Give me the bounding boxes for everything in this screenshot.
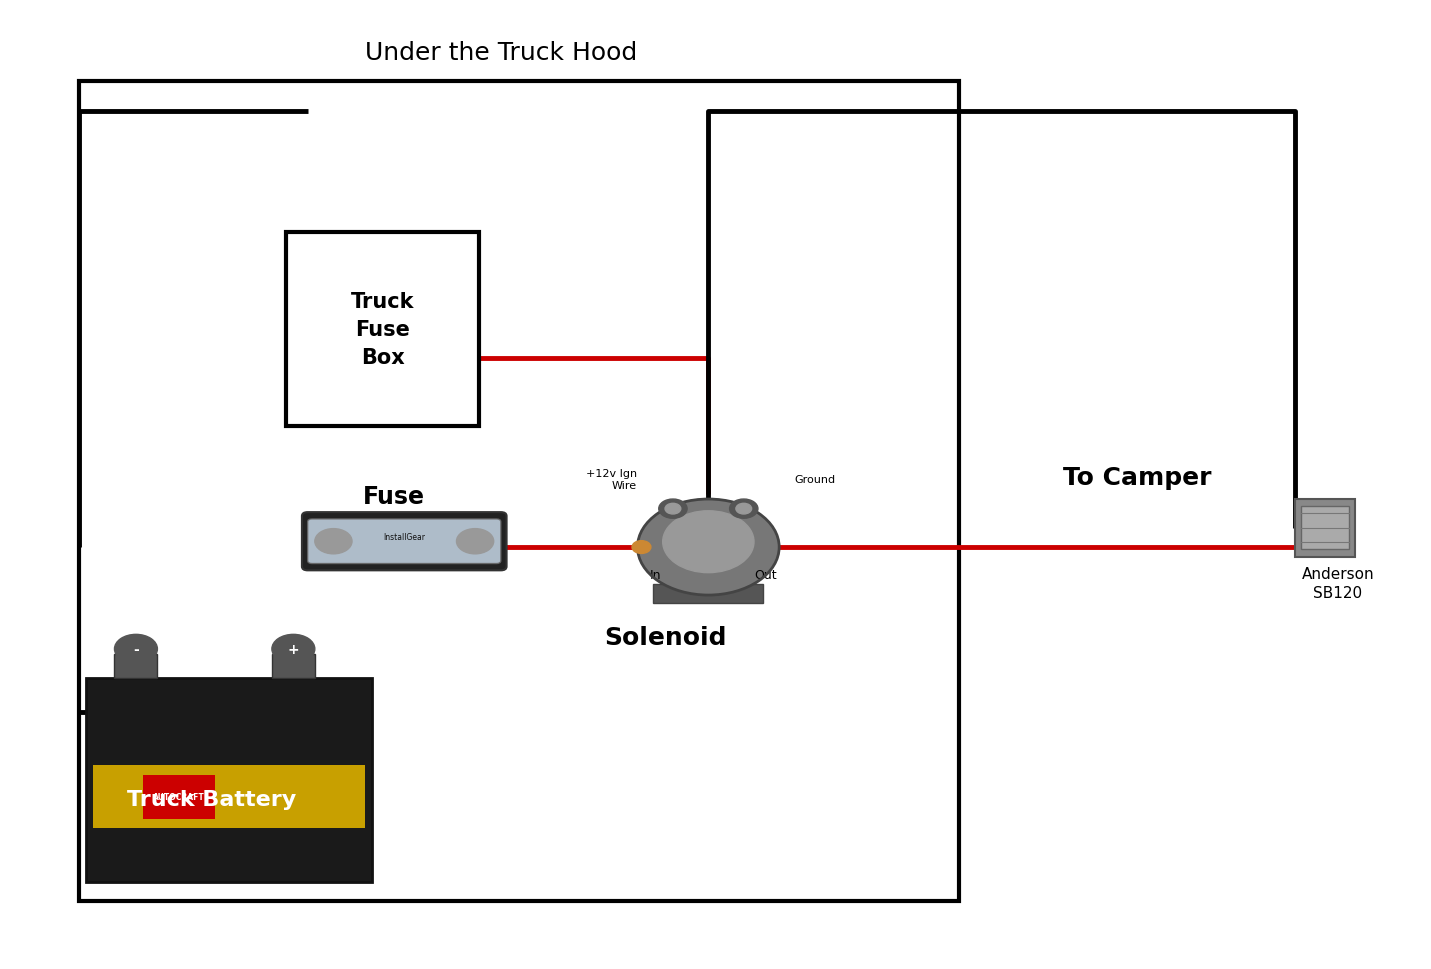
- Circle shape: [637, 500, 778, 595]
- Circle shape: [658, 500, 687, 518]
- Bar: [653, 585, 764, 604]
- Text: Under the Truck Hood: Under the Truck Hood: [365, 42, 637, 65]
- Bar: [272, 654, 315, 678]
- Bar: [93, 766, 365, 828]
- Circle shape: [633, 541, 651, 554]
- Circle shape: [736, 504, 751, 515]
- Text: +12v Ign
Wire: +12v Ign Wire: [585, 468, 637, 491]
- Circle shape: [665, 504, 681, 515]
- FancyBboxPatch shape: [308, 519, 501, 564]
- FancyBboxPatch shape: [302, 513, 507, 571]
- Bar: [286, 233, 479, 426]
- Text: InstallGear: InstallGear: [384, 532, 425, 542]
- Text: +: +: [288, 642, 299, 656]
- Circle shape: [315, 529, 352, 554]
- Text: Truck
Fuse
Box: Truck Fuse Box: [351, 292, 415, 367]
- Bar: [1295, 499, 1355, 557]
- Text: Ground: Ground: [794, 475, 836, 484]
- Circle shape: [114, 635, 157, 664]
- Bar: [1301, 507, 1349, 549]
- Bar: [79, 82, 959, 901]
- Text: In: In: [650, 569, 661, 581]
- Text: Truck Battery: Truck Battery: [127, 790, 296, 809]
- Circle shape: [663, 512, 754, 573]
- Text: -: -: [133, 642, 139, 656]
- Circle shape: [730, 500, 758, 518]
- Bar: [114, 654, 157, 678]
- Text: Solenoid: Solenoid: [604, 625, 727, 649]
- Circle shape: [456, 529, 494, 554]
- Text: AUTOCRAFT: AUTOCRAFT: [153, 792, 205, 801]
- Bar: [143, 775, 215, 819]
- Text: Anderson
SB120: Anderson SB120: [1302, 567, 1374, 601]
- Text: To Camper: To Camper: [1063, 465, 1212, 489]
- Bar: [86, 678, 372, 882]
- Circle shape: [272, 635, 315, 664]
- Text: Fuse: Fuse: [362, 484, 425, 509]
- Text: Out: Out: [754, 569, 777, 581]
